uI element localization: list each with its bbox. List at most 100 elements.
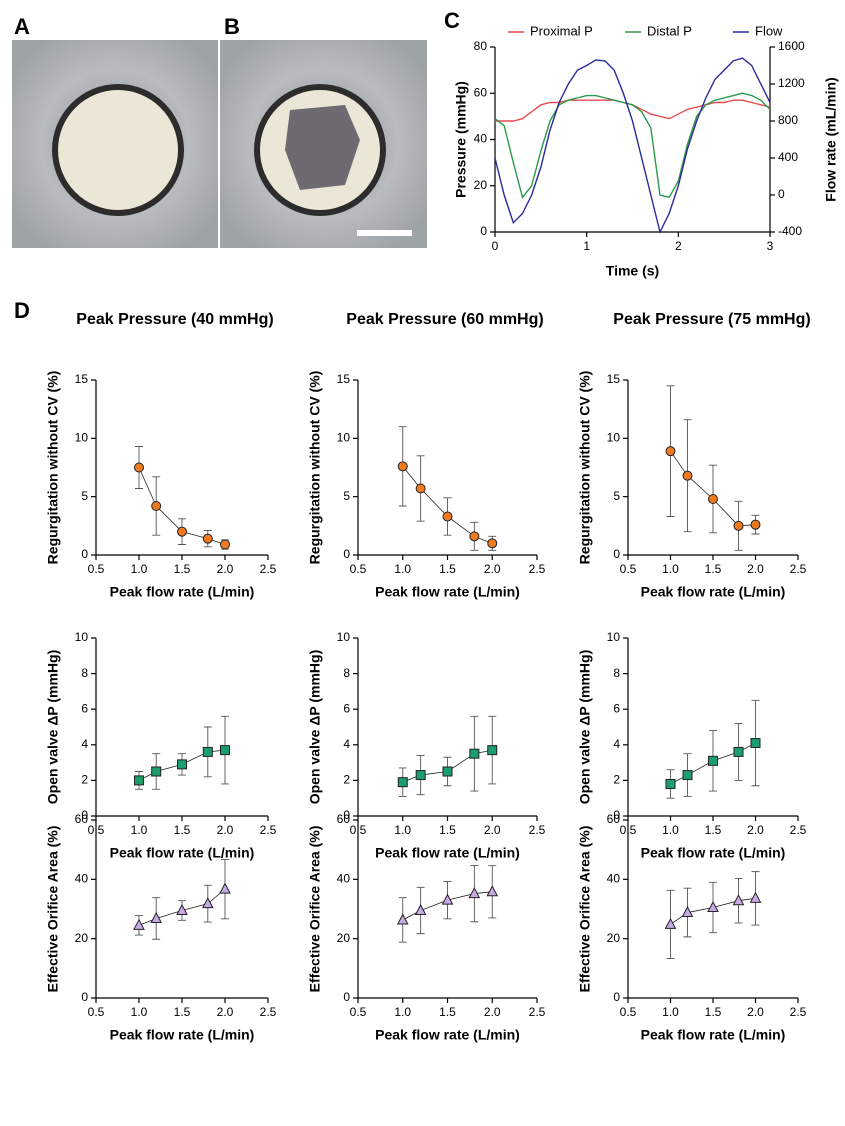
x-tick-label: 2.0 (747, 562, 764, 576)
y-tick-label: 4 (343, 737, 350, 751)
x-tick-label: 0.5 (88, 562, 105, 576)
x-tick-label: 1.5 (439, 562, 456, 576)
series-line (494, 92, 771, 199)
x-axis-label: Peak flow rate (L/min) (110, 845, 255, 861)
y-tick-label: 60 (474, 85, 488, 99)
y-tick-label: 20 (75, 931, 89, 945)
y-tick-label: 0 (613, 808, 620, 822)
y-tick-label: 2 (81, 773, 88, 787)
x-tick-label: 2.0 (484, 562, 501, 576)
marker (708, 755, 718, 766)
marker (469, 748, 480, 759)
marker (151, 501, 162, 511)
marker (133, 918, 145, 930)
y-tick-label: 0 (613, 547, 620, 561)
y-tick-label: 40 (75, 872, 89, 886)
x-tick-label: 2.5 (790, 823, 807, 837)
x-tick-label: 1.0 (394, 562, 411, 576)
y-tick-label: 60 (607, 812, 621, 826)
x-tick-label: 2.5 (260, 562, 277, 576)
marker (201, 897, 214, 909)
panel-label: B (224, 14, 240, 39)
y-tick-label: 20 (474, 178, 488, 192)
x-tick-label: 0 (492, 239, 499, 253)
x-tick-label: 1.5 (174, 1005, 191, 1019)
x-tick-label: 1.5 (439, 823, 456, 837)
y2-axis-label: Flow rate (mL/min) (823, 77, 839, 201)
marker (134, 775, 144, 786)
marker (414, 903, 427, 915)
x-tick-label: 1.0 (394, 1005, 411, 1019)
y2-tick-label: 1200 (778, 76, 805, 90)
marker (750, 519, 761, 530)
x-tick-label: 1.5 (705, 1005, 722, 1019)
column-title: Peak Pressure (75 mmHg) (613, 311, 810, 328)
panel-label: C (444, 8, 460, 33)
y-axis-label: Open valve ΔP (mmHg) (577, 650, 593, 805)
marker (733, 520, 744, 531)
x-tick-label: 2.5 (529, 562, 546, 576)
y2-tick-label: 0 (778, 187, 785, 201)
y-tick-label: 8 (81, 666, 88, 680)
marker (682, 470, 693, 481)
x-tick-label: 0.5 (88, 1005, 105, 1019)
x-tick-label: 2.0 (217, 823, 234, 837)
x-tick-label: 2.0 (217, 562, 234, 576)
y-tick-label: 10 (75, 431, 89, 445)
y-tick-label: 2 (343, 773, 350, 787)
marker (150, 911, 163, 923)
x-tick-label: 1.0 (662, 1005, 679, 1019)
x-tick-label: 1 (583, 239, 590, 253)
y-tick-label: 6 (343, 701, 350, 715)
marker (665, 778, 676, 789)
y-tick-label: 15 (75, 372, 89, 386)
x-tick-label: 3 (767, 239, 774, 253)
x-axis-label: Peak flow rate (L/min) (110, 584, 255, 600)
x-tick-label: 2.5 (790, 1005, 807, 1019)
x-tick-label: 1.0 (662, 562, 679, 576)
y-tick-label: 10 (607, 630, 621, 644)
column-title: Peak Pressure (60 mmHg) (346, 311, 543, 328)
column-title: Peak Pressure (40 mmHg) (76, 311, 273, 328)
series-line (495, 99, 771, 122)
marker (202, 533, 213, 544)
x-axis-label: Peak flow rate (L/min) (110, 1027, 255, 1043)
x-axis-label: Peak flow rate (L/min) (641, 584, 786, 600)
y-tick-label: 10 (75, 630, 89, 644)
marker (707, 900, 719, 913)
marker (177, 526, 187, 537)
legend-label: Proximal P (530, 23, 593, 38)
marker (177, 759, 187, 770)
panel-label: D (14, 298, 30, 323)
y-tick-label: 6 (81, 701, 88, 715)
y-tick-label: 0 (81, 808, 88, 822)
x-tick-label: 0.5 (620, 562, 637, 576)
marker (487, 538, 498, 549)
marker (396, 913, 409, 925)
y-axis-label: Effective Orifice Area (%) (45, 826, 61, 993)
marker (487, 745, 498, 756)
x-axis-label: Peak flow rate (L/min) (375, 1027, 520, 1043)
y-axis-label: Effective Orifice Area (%) (577, 826, 593, 993)
x-axis-label: Time (s) (606, 263, 659, 279)
marker (732, 894, 745, 906)
x-axis-label: Peak flow rate (L/min) (641, 845, 786, 861)
y-tick-label: 0 (343, 808, 350, 822)
marker (708, 494, 718, 504)
x-tick-label: 2.0 (217, 1005, 234, 1019)
y-tick-label: 8 (343, 666, 350, 680)
x-axis-label: Peak flow rate (L/min) (375, 584, 520, 600)
y-tick-label: 6 (613, 701, 620, 715)
x-tick-label: 2.5 (790, 562, 807, 576)
y2-tick-label: 1600 (778, 39, 805, 53)
y-tick-label: 60 (75, 812, 89, 826)
y-tick-label: 0 (343, 990, 350, 1004)
y-tick-label: 4 (613, 737, 620, 751)
x-tick-label: 1.5 (705, 562, 722, 576)
y-tick-label: 40 (474, 132, 488, 146)
y2-tick-label: 400 (778, 150, 798, 164)
x-tick-label: 2.5 (260, 1005, 277, 1019)
y-tick-label: 15 (607, 372, 621, 386)
x-tick-label: 1.5 (439, 1005, 456, 1019)
